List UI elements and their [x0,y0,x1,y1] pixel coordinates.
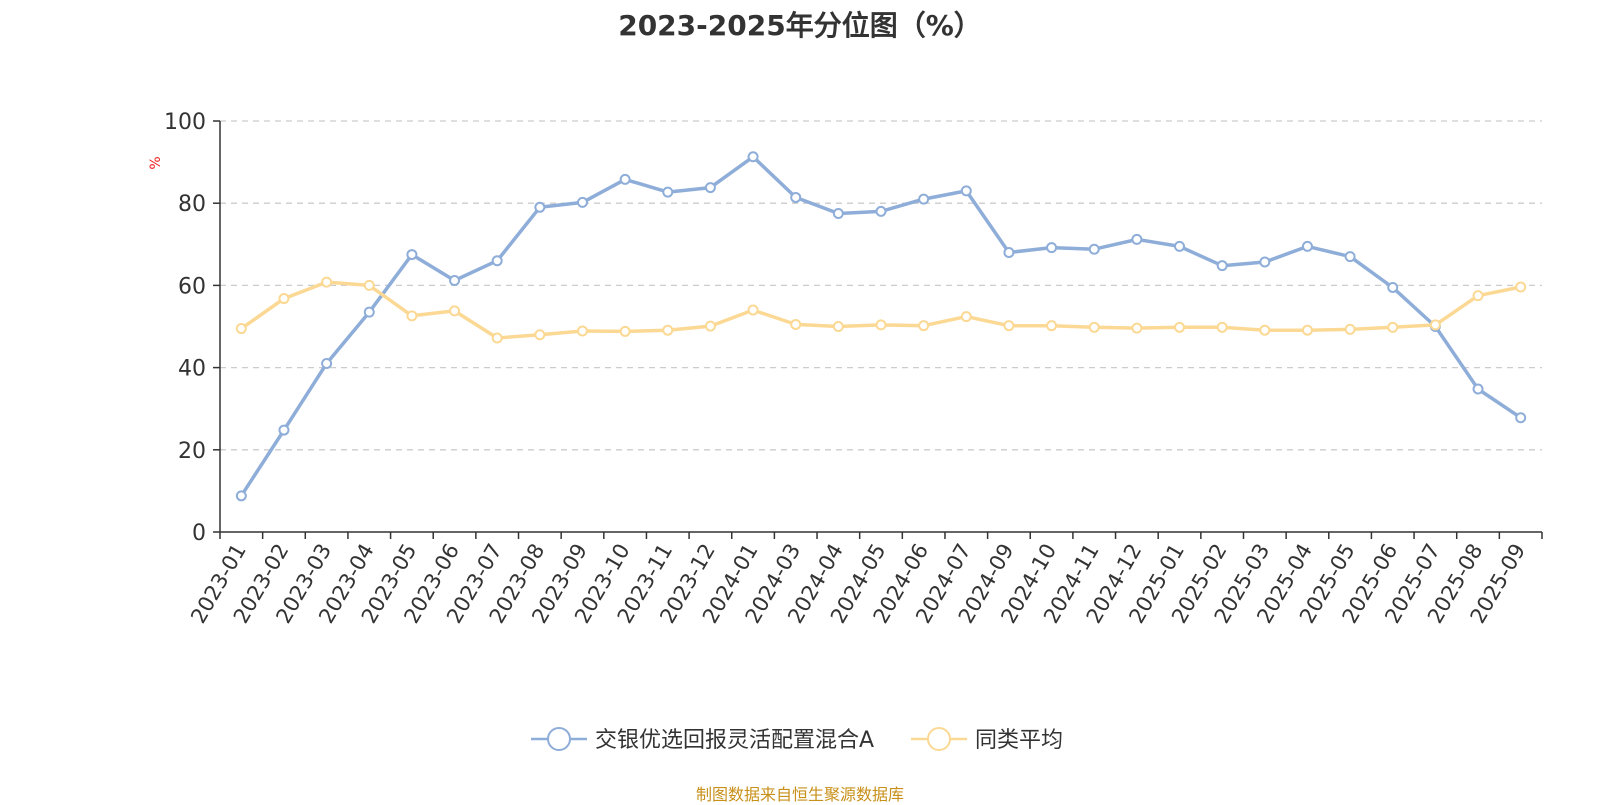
y-tick-label: 100 [164,110,206,135]
data-point[interactable] [363,279,375,291]
legend-item[interactable]: 同类平均 [911,727,1063,753]
y-tick-label: 20 [178,439,206,464]
legend-label: 交银优选回报灵活配置混合A [595,728,874,753]
data-point[interactable] [1088,321,1100,333]
data-point[interactable] [1003,247,1015,259]
data-point[interactable] [747,151,759,163]
data-point[interactable] [278,293,290,305]
data-point[interactable] [235,490,247,502]
legend-marker [927,727,951,751]
data-point[interactable] [960,311,972,323]
data-point[interactable] [619,173,631,185]
data-point[interactable] [1515,412,1527,424]
data-point[interactable] [918,320,930,332]
data-point[interactable] [363,306,375,318]
data-point[interactable] [1088,243,1100,255]
data-point[interactable] [1216,260,1228,272]
data-point[interactable] [449,305,461,317]
series-2 [235,276,1527,344]
data-point[interactable] [790,191,802,203]
data-point[interactable] [832,321,844,332]
data-point[interactable] [1387,281,1399,293]
legend-marker [547,727,571,751]
data-point[interactable] [960,185,972,197]
data-point[interactable] [790,318,802,330]
data-point[interactable] [875,319,887,331]
series-1 [235,151,1527,502]
y-tick-label: 80 [178,192,206,217]
data-point[interactable] [491,332,503,344]
legend[interactable]: 交银优选回报灵活配置混合A 同类平均 [531,727,1063,753]
data-point[interactable] [1344,323,1356,335]
data-point[interactable] [449,274,461,286]
data-point[interactable] [619,325,631,337]
series-layer [235,151,1527,502]
data-point[interactable] [321,357,333,369]
data-point[interactable] [1259,256,1271,268]
data-point[interactable] [1174,240,1186,252]
data-point[interactable] [704,320,716,332]
data-point[interactable] [704,182,716,194]
data-point[interactable] [576,196,588,208]
axes: 0204060801002023-012023-022023-032023-04… [164,110,1543,627]
data-point[interactable] [1046,242,1058,254]
data-point[interactable] [1131,233,1143,245]
y-tick-label: 40 [178,357,206,382]
data-point[interactable] [747,304,759,316]
data-point[interactable] [1216,321,1228,333]
source-note: 制图数据来自恒生聚源数据库 [695,785,904,804]
data-point[interactable] [534,201,546,213]
data-point[interactable] [1344,251,1356,263]
data-point[interactable] [1301,324,1313,336]
data-point[interactable] [235,323,247,335]
data-point[interactable] [1131,322,1143,334]
data-point[interactable] [406,249,418,261]
data-point[interactable] [491,255,503,267]
data-point[interactable] [406,310,418,322]
data-point[interactable] [576,325,588,337]
y-tick-label: 60 [178,274,206,299]
legend-label: 同类平均 [975,728,1063,753]
data-point[interactable] [1515,281,1527,293]
gridlines [220,120,1542,451]
chart-title: 2023-2025年分位图（%） [618,9,982,42]
data-point[interactable] [1259,324,1271,336]
data-point[interactable] [1472,290,1484,302]
data-point[interactable] [832,207,844,219]
data-point[interactable] [1046,320,1058,332]
data-point[interactable] [321,276,333,288]
data-point[interactable] [662,186,674,198]
data-point[interactable] [1429,319,1441,331]
data-point[interactable] [1301,240,1313,252]
data-point[interactable] [534,329,546,341]
legend-item[interactable]: 交银优选回报灵活配置混合A [531,727,874,753]
data-point[interactable] [875,205,887,217]
y-tick-label: 0 [192,521,206,546]
data-point[interactable] [918,193,930,205]
data-point[interactable] [278,424,290,436]
data-point[interactable] [662,324,674,336]
data-point[interactable] [1387,321,1399,333]
y-axis-label: % [148,156,164,169]
data-point[interactable] [1003,320,1015,332]
data-point[interactable] [1472,383,1484,395]
data-point[interactable] [1174,321,1186,333]
